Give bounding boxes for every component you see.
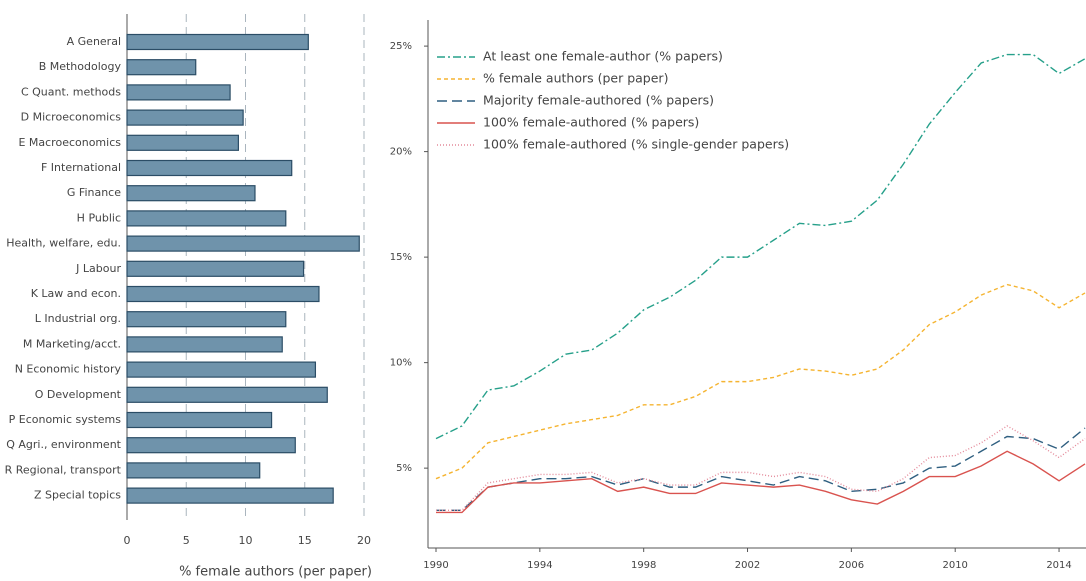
y-tick-label: K Law and econ. (31, 287, 121, 300)
x-axis-label: % female authors (per paper) (179, 565, 372, 580)
y-tick-label: 10% (390, 358, 412, 369)
y-tick-label: A General (67, 35, 121, 48)
bar (126, 462, 261, 479)
bar (126, 59, 197, 76)
series-line (436, 425, 1086, 512)
y-tick-label: R Regional, transport (5, 463, 122, 476)
y-tick-label: Q Agri., environment (6, 438, 121, 451)
series-line (436, 450, 1086, 514)
series-line (435, 283, 1086, 480)
x-tick-label: 5 (183, 534, 190, 547)
y-tick-label: Z Special topics (34, 489, 121, 502)
x-tick-label: 1994 (527, 560, 552, 571)
y-tick-label: C Quant. methods (21, 85, 121, 98)
legend-label: Majority female-authored (% papers) (483, 93, 714, 108)
x-tick-label: 1990 (423, 560, 448, 571)
y-tick-label: 15% (390, 252, 412, 263)
bar (126, 134, 239, 151)
legend-label: 100% female-authored (% single-gender pa… (483, 137, 789, 152)
y-tick-label: 25% (390, 41, 412, 52)
y-tick-label: P Economic systems (9, 413, 122, 426)
y-tick-label: M Marketing/acct. (23, 337, 121, 350)
x-tick-label: 10 (239, 534, 253, 547)
series-line (436, 427, 1086, 512)
bar (126, 336, 283, 353)
y-tick-label: L Industrial org. (35, 312, 121, 325)
x-tick-label: 20 (357, 534, 371, 547)
y-tick-label: N Economic history (15, 363, 122, 376)
x-tick-label: 2014 (1046, 560, 1071, 571)
x-tick-label: 0 (124, 534, 131, 547)
y-tick-label: E Macroeconomics (18, 136, 121, 149)
y-tick-label: H Public (77, 211, 121, 224)
bar (126, 285, 320, 303)
y-tick-label: Health, welfare, edu. (6, 237, 121, 250)
bar (126, 437, 296, 454)
x-tick-label: 1998 (631, 560, 656, 571)
bar (126, 109, 244, 126)
bar (126, 185, 256, 202)
y-tick-label: F International (41, 161, 121, 174)
legend-label: At least one female-author (% papers) (483, 49, 723, 64)
bar (126, 311, 287, 328)
bar (126, 411, 273, 429)
bar (126, 361, 317, 378)
bar (126, 33, 309, 51)
x-tick-label: 15 (298, 534, 312, 547)
legend-label: 100% female-authored (% papers) (483, 115, 699, 130)
x-tick-label: 2006 (839, 560, 864, 571)
y-tick-label: O Development (35, 388, 122, 401)
x-tick-label: 2010 (942, 560, 967, 571)
bar (126, 386, 328, 403)
bar (126, 260, 305, 277)
legend-label: % female authors (per paper) (483, 71, 668, 86)
y-tick-label: 20% (390, 147, 412, 158)
y-tick-label: B Methodology (39, 60, 122, 73)
bar (126, 487, 334, 504)
y-tick-label: 5% (396, 463, 412, 474)
y-tick-label: J Labour (75, 262, 121, 275)
bar (126, 210, 287, 227)
x-tick-label: 2002 (735, 560, 760, 571)
y-tick-label: D Microeconomics (21, 111, 122, 124)
bar (126, 159, 293, 177)
y-tick-label: G Finance (67, 186, 121, 199)
series-line (435, 53, 1086, 440)
bar (126, 84, 231, 101)
bar (126, 235, 360, 252)
